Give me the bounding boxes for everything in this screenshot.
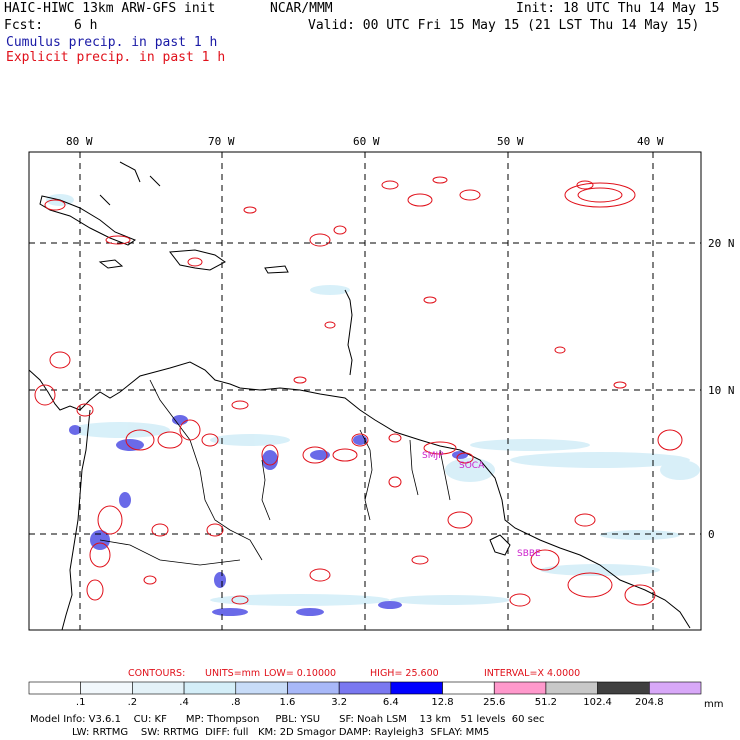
colorbar-tick-label: 25.6 <box>483 697 505 708</box>
colorbar-ticks: .1 .2 .4 .8 1.6 3.2 6.4 12.8 25.6 51.2 102.4 204.8 <box>76 697 664 708</box>
colorbar-swatch <box>28 681 81 695</box>
colorbar-tick-label: .8 <box>231 697 241 708</box>
cumulus-legend: Cumulus precip. in past 1 h <box>6 35 218 50</box>
lat-label: 10 N <box>708 384 735 397</box>
fcst-value: 6 h <box>74 18 98 33</box>
contours-label: CONTOURS: <box>128 668 185 679</box>
colorbar-swatch <box>235 681 288 695</box>
colorbar-tick-label: 6.4 <box>383 697 399 708</box>
station-label: SMJP <box>422 451 444 461</box>
lon-label: 80 W <box>66 135 93 148</box>
lon-label: 50 W <box>497 135 524 148</box>
explicit-precip-contours <box>34 176 683 607</box>
cumulus-precip-light <box>46 194 700 606</box>
colorbar-units: mm <box>704 699 723 710</box>
colorbar-tick-label: 1.6 <box>280 697 296 708</box>
colorbar-swatch <box>442 681 495 695</box>
colorbar-tick-label: .4 <box>179 697 189 708</box>
valid-time: Valid: 00 UTC Fri 15 May 15 (21 LST Thu … <box>308 18 700 33</box>
colorbar-swatch <box>183 681 237 695</box>
colorbar-tick-label: .1 <box>76 697 86 708</box>
colorbar-tick-label: 3.2 <box>331 697 347 708</box>
lon-label: 60 W <box>353 135 380 148</box>
contours-units: UNITS=mm <box>205 668 260 679</box>
model-info-line2: LW: RRTMG SW: RRTMG DIFF: full KM: 2D Sm… <box>72 727 490 738</box>
colorbar-tick-label: 12.8 <box>431 697 453 708</box>
colorbar-swatch <box>132 681 185 695</box>
contours-interval: INTERVAL=X 4.0000 <box>484 668 580 679</box>
colorbar-tick-label: 204.8 <box>635 697 664 708</box>
colorbar-swatch <box>338 681 392 695</box>
lat-label: 0 <box>708 528 715 541</box>
lon-label: 70 W <box>208 135 235 148</box>
explicit-legend: Explicit precip. in past 1 h <box>6 50 226 65</box>
colorbar-swatch <box>649 681 702 695</box>
colorbar-swatch <box>493 681 547 695</box>
station-label: SOCA <box>459 461 485 471</box>
colorbar-tick-label: 102.4 <box>583 697 612 708</box>
lat-lon-grid <box>29 152 701 630</box>
colorbar-swatch <box>597 681 650 695</box>
colorbar <box>28 681 702 695</box>
lon-label: 40 W <box>637 135 664 148</box>
init-time: Init: 18 UTC Thu 14 May 15 <box>516 1 720 16</box>
colorbar-tick-label: .2 <box>128 697 138 708</box>
contours-high: HIGH= 25.600 <box>370 668 439 679</box>
model-info-line1: Model Info: V3.6.1 CU: KF MP: Thompson P… <box>30 714 545 725</box>
cumulus-precip-cores <box>69 415 468 616</box>
colorbar-swatch <box>390 681 443 695</box>
lat-label: 20 N <box>708 237 735 250</box>
contours-low: LOW= 0.10000 <box>264 668 336 679</box>
colorbar-swatch <box>545 681 598 695</box>
model-title: HAIC-HIWC 13km ARW-GFS init <box>4 1 216 16</box>
coastlines <box>28 161 691 631</box>
station-label: SBBE <box>517 549 541 559</box>
colorbar-tick-label: 51.2 <box>535 697 557 708</box>
colorbar-swatch <box>80 681 133 695</box>
country-borders <box>99 379 451 566</box>
fcst-label: Fcst: <box>4 18 44 33</box>
center-title: NCAR/MMM <box>270 1 333 16</box>
colorbar-swatch <box>287 681 340 695</box>
